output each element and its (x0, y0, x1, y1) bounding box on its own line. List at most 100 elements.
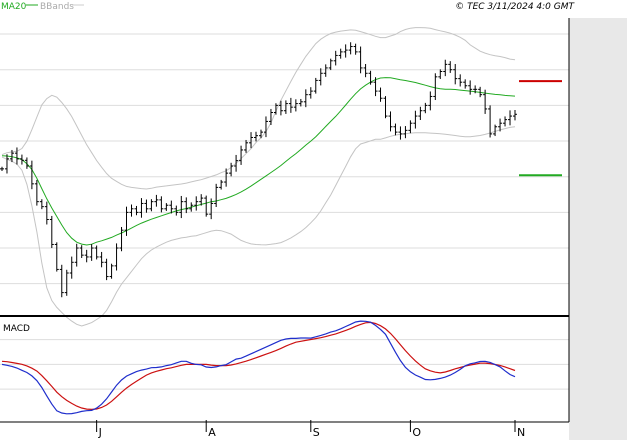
price-bar (408, 120, 413, 134)
price-bar (149, 199, 154, 212)
price-bar (229, 162, 234, 177)
price-bar (398, 126, 403, 140)
x-tick-label: O (412, 426, 421, 439)
price-bar (493, 124, 498, 137)
price-bar (338, 48, 343, 59)
price-bar (44, 201, 49, 225)
price-bar (104, 258, 109, 281)
price-bar (433, 73, 438, 101)
price-bar (303, 89, 308, 108)
price-bar (343, 44, 348, 58)
price-bar (134, 205, 139, 216)
price-bar (353, 43, 358, 55)
price-bar (19, 154, 24, 165)
price-bar (323, 64, 328, 77)
price-bar (383, 96, 388, 119)
price-bar (144, 199, 149, 213)
price-bar (4, 154, 9, 174)
price-bar (69, 256, 74, 279)
ma-legend-label: MA20 (1, 2, 27, 12)
price-bar (413, 110, 418, 129)
price-bar (209, 198, 214, 220)
header: MA20 BBands © TEC 3/11/2024 4:0 GMT (1, 2, 576, 12)
price-bar (224, 168, 229, 187)
price-bar (348, 42, 353, 55)
price-bar (293, 99, 298, 112)
macd-title: MACD (3, 324, 30, 334)
price-bar (14, 147, 19, 165)
price-bar (199, 194, 204, 206)
price-bar (513, 110, 517, 121)
price-bar (443, 59, 448, 77)
price-bar (448, 61, 453, 73)
price-bar (428, 91, 433, 111)
price-bar (263, 116, 268, 138)
price-bar (64, 269, 69, 296)
price-bar (298, 98, 303, 107)
price-bar (114, 243, 119, 271)
price-bar (79, 245, 84, 259)
price-bar (34, 179, 39, 206)
price-grid (0, 33, 569, 285)
macd-line (1, 320, 516, 415)
price-bar (49, 215, 54, 249)
price-bar (59, 264, 64, 298)
price-bar (249, 132, 254, 149)
price-bar (388, 111, 393, 132)
price-bar (418, 106, 423, 120)
price-bar (129, 204, 134, 217)
ma20-line (1, 77, 516, 246)
price-bar (438, 69, 443, 79)
price-bar (159, 196, 164, 213)
price-bar (478, 86, 483, 98)
price-bar (498, 118, 503, 132)
price-bar (403, 126, 408, 139)
price-bar (318, 68, 323, 86)
bottom-shadow (0, 422, 569, 440)
price-bar (283, 100, 288, 114)
price-bar (333, 50, 338, 66)
price-bar (109, 263, 114, 279)
price-bar (453, 64, 458, 85)
price-bar (278, 100, 283, 116)
bbands-lower-line (1, 126, 516, 327)
price-bar (313, 77, 318, 94)
price-bar (169, 200, 174, 214)
bbands-legend-label: BBands (40, 2, 74, 12)
price-bar (29, 160, 34, 190)
right-shadow (569, 18, 627, 440)
price-bar (54, 242, 59, 272)
price-bar (239, 145, 244, 165)
price-bar (373, 77, 378, 97)
price-bar (164, 203, 169, 211)
x-tick-label: N (517, 426, 525, 439)
price-bar (94, 245, 99, 260)
price-bar (9, 149, 14, 163)
price-bar (39, 199, 44, 210)
price-bar (473, 85, 478, 94)
copyright-text: © TEC 3/11/2024 4:0 GMT (455, 2, 575, 12)
price-bar (258, 129, 263, 139)
price-bar (74, 243, 79, 267)
price-panel: 37003600350034003300320031003000 3568330… (0, 27, 619, 327)
price-bar (154, 194, 159, 207)
price-bar (393, 123, 398, 136)
price-bar (268, 108, 273, 125)
price-bar (124, 206, 129, 236)
bbands-upper-line (1, 27, 516, 190)
price-bar (84, 249, 89, 263)
price-bar (244, 139, 249, 153)
price-bar (189, 202, 194, 212)
price-bar (179, 195, 184, 219)
price-bar (194, 196, 199, 211)
price-bar (463, 79, 468, 89)
price-bar (184, 197, 189, 214)
price-bar (368, 70, 373, 85)
price-bar (119, 226, 124, 252)
price-bar (423, 102, 428, 114)
macd-signal-line (1, 321, 516, 411)
price-bar (363, 64, 368, 78)
price-bar (468, 80, 473, 95)
